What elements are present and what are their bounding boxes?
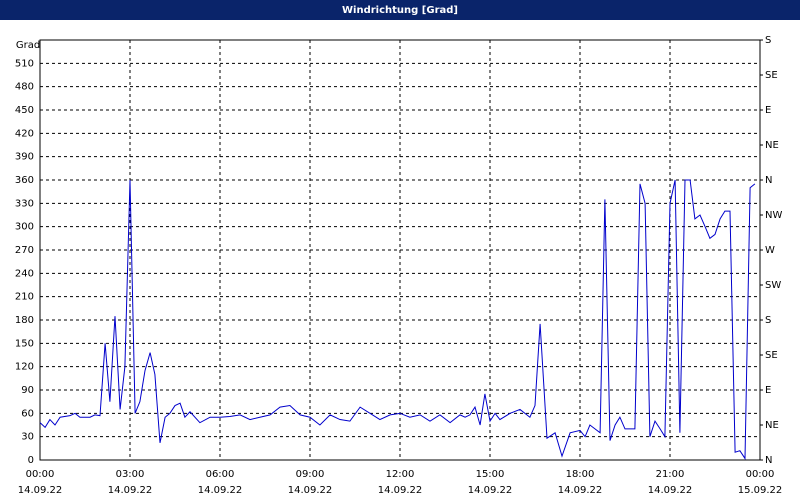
y2-tick-label: E — [765, 105, 771, 116]
data-line — [39, 179, 756, 461]
y-tick-label: 300 — [15, 222, 34, 233]
y2-tick-label: SE — [765, 70, 778, 81]
title-bar — [0, 0, 800, 20]
x-tick-date: 14.09.22 — [198, 485, 243, 496]
y2-tick-label: SE — [765, 350, 778, 361]
y2-tick-label: S — [765, 35, 771, 46]
y2-tick-label: E — [765, 385, 771, 396]
y-tick-label: 360 — [15, 175, 34, 186]
y-tick-label: 180 — [15, 315, 34, 326]
y-tick-label: 120 — [15, 362, 34, 373]
y-tick-label: 270 — [15, 245, 34, 256]
y-tick-label: 210 — [15, 292, 34, 303]
y-tick-label: 330 — [15, 198, 34, 209]
x-tick-label: 18:00 — [566, 469, 595, 480]
y2-tick-label: N — [765, 175, 772, 186]
y2-tick-label: SW — [765, 280, 781, 291]
y2-tick-label: NE — [765, 140, 779, 151]
grid — [39, 40, 761, 461]
x-tick-label: 12:00 — [386, 469, 415, 480]
x-tick-label: 21:00 — [656, 469, 685, 480]
y-tick-label: 420 — [15, 128, 34, 139]
x-tick-date: 14.09.22 — [18, 485, 63, 496]
y-tick-label: 0 — [28, 455, 34, 466]
y-tick-label: 150 — [15, 338, 34, 349]
x-tick-label: 00:00 — [746, 469, 775, 480]
y-axis-label: Grad — [16, 40, 40, 51]
x-tick-date: 15.09.22 — [738, 485, 783, 496]
x-tick-label: 06:00 — [206, 469, 235, 480]
x-tick-date: 14.09.22 — [378, 485, 423, 496]
x-tick-label: 09:00 — [296, 469, 325, 480]
y2-tick-label: S — [765, 315, 771, 326]
x-tick-date: 14.09.22 — [108, 485, 153, 496]
y2-tick-label: W — [765, 245, 775, 256]
x-tick-label: 15:00 — [476, 469, 505, 480]
x-tick-label: 03:00 — [116, 469, 145, 480]
chart-title: Windrichtung [Grad] — [342, 5, 458, 16]
x-tick-date: 14.09.22 — [468, 485, 513, 496]
y-tick-label: 30 — [21, 432, 34, 443]
y-tick-label: 60 — [21, 408, 34, 419]
y2-tick-label: NE — [765, 420, 779, 431]
y-tick-label: 450 — [15, 105, 34, 116]
y2-tick-label: NW — [765, 210, 782, 221]
x-tick-date: 14.09.22 — [288, 485, 333, 496]
y-tick-label: 90 — [21, 385, 34, 396]
y-tick-label: 510 — [15, 58, 34, 69]
y2-tick-label: N — [765, 455, 772, 466]
x-tick-date: 14.09.22 — [648, 485, 693, 496]
x-tick-label: 00:00 — [26, 469, 55, 480]
x-tick-date: 14.09.22 — [558, 485, 603, 496]
y-tick-label: 390 — [15, 152, 34, 163]
y-tick-label: 240 — [15, 268, 34, 279]
y-tick-label: 480 — [15, 82, 34, 93]
